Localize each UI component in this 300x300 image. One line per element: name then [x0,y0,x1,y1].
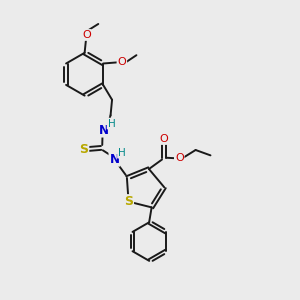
Text: H: H [108,118,115,128]
Text: H: H [118,148,126,158]
Text: O: O [159,134,168,144]
Text: N: N [110,153,119,166]
Text: O: O [175,153,184,163]
Text: O: O [118,57,126,67]
Text: O: O [82,30,91,40]
Text: S: S [124,195,133,208]
Text: S: S [79,143,88,156]
Text: N: N [99,124,109,136]
